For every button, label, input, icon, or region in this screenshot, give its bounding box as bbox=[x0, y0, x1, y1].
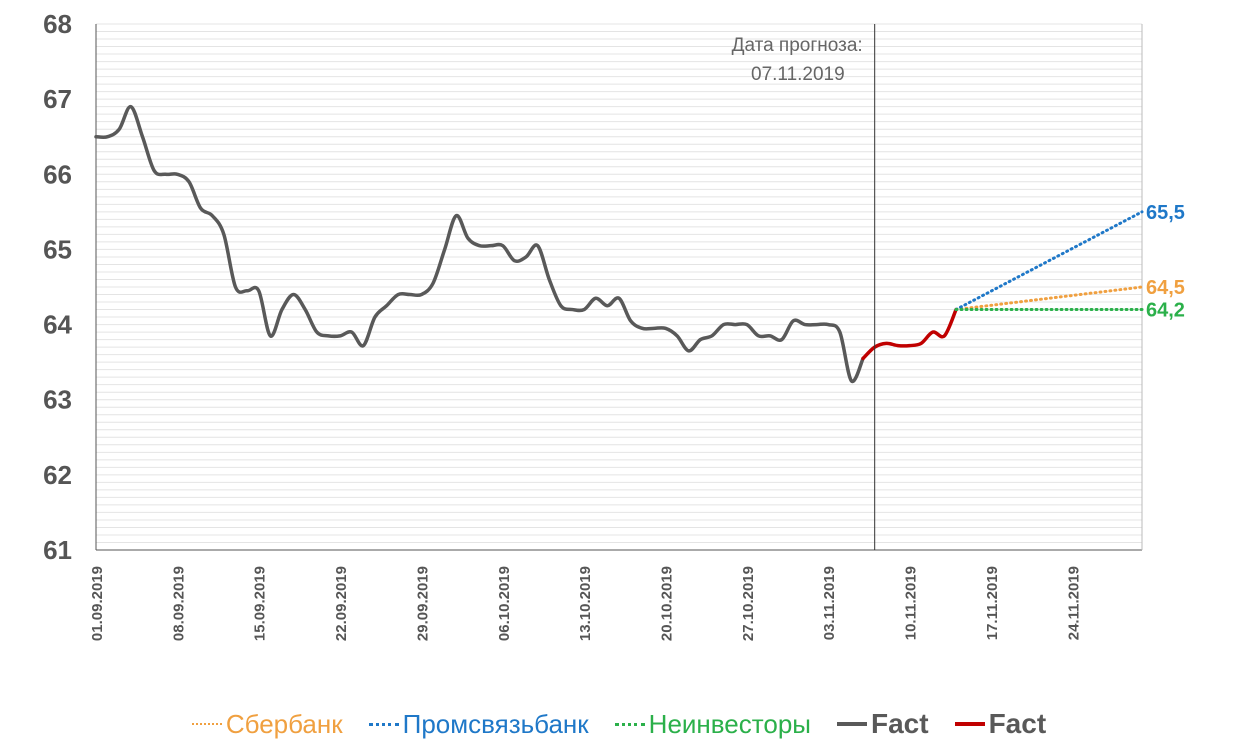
forecast-date-annotation: Дата прогноза: 07.11.2019 bbox=[732, 24, 876, 550]
legend-swatch bbox=[368, 722, 399, 726]
legend-swatch bbox=[837, 722, 867, 726]
y-tick-label: 65 bbox=[43, 234, 72, 264]
x-tick-label: 08.09.2019 bbox=[170, 566, 187, 641]
legend-label: Fact bbox=[988, 708, 1047, 739]
x-tick-label: 27.10.2019 bbox=[740, 566, 757, 641]
x-tick-label: 22.09.2019 bbox=[333, 566, 350, 641]
forecast-annotation-line-1: Дата прогноза: bbox=[732, 35, 863, 56]
y-tick-label: 64 bbox=[43, 310, 72, 340]
y-tick-label: 62 bbox=[43, 460, 72, 490]
legend-swatch bbox=[614, 722, 645, 726]
series-line-2 bbox=[861, 307, 958, 361]
series-line-4 bbox=[954, 210, 1144, 312]
x-tick-label: 24.11.2019 bbox=[1065, 566, 1082, 640]
x-tick-label: 15.09.2019 bbox=[252, 566, 269, 641]
legend-label: Fact bbox=[871, 708, 929, 739]
legend-item-sberbank: Сбербанк bbox=[191, 708, 343, 740]
legend-swatch bbox=[191, 723, 222, 725]
legend-item-fact-red: Fact bbox=[954, 708, 1047, 740]
series-line-3 bbox=[954, 285, 1144, 312]
y-tick-label: 68 bbox=[43, 9, 72, 39]
x-tick-labels: 01.09.2019 08.09.2019 15.09.2019 22.09.2019… bbox=[89, 566, 1082, 641]
series-lines bbox=[94, 104, 1144, 384]
forecast-end-labels: 64,5 65,5 64,2 bbox=[1146, 202, 1185, 322]
y-tick-label: 67 bbox=[43, 84, 72, 114]
y-tick-labels: 61 62 63 64 65 66 67 68 bbox=[43, 9, 72, 565]
end-label: 64,5 bbox=[1146, 277, 1185, 299]
legend-item-fact-grey: Fact bbox=[837, 708, 929, 740]
legend-label: Промсвязьбанк bbox=[402, 708, 589, 739]
x-tick-label: 13.10.2019 bbox=[577, 566, 594, 641]
y-tick-label: 66 bbox=[43, 159, 72, 189]
series-line-1 bbox=[94, 104, 865, 384]
legend-label: Неинвесторы bbox=[648, 708, 811, 739]
end-label: 65,5 bbox=[1146, 202, 1185, 224]
end-label: 64,2 bbox=[1146, 300, 1185, 322]
legend-swatch bbox=[954, 722, 985, 726]
x-tick-label: 03.11.2019 bbox=[821, 566, 838, 640]
legend-item-neinvestory: Неинвесторы bbox=[614, 708, 811, 740]
x-tick-label: 01.09.2019 bbox=[89, 566, 106, 641]
legend-label: Сбербанк bbox=[225, 708, 343, 739]
x-tick-label: 29.09.2019 bbox=[414, 566, 431, 641]
x-tick-label: 06.10.2019 bbox=[496, 566, 513, 641]
y-tick-label: 63 bbox=[43, 385, 72, 415]
legend: Сбербанк Промсвязьбанк Неинвесторы Fact … bbox=[0, 700, 1238, 748]
x-tick-label: 10.11.2019 bbox=[903, 566, 920, 640]
y-tick-label: 61 bbox=[43, 535, 72, 565]
legend-item-promsvyazbank: Промсвязьбанк bbox=[368, 708, 589, 740]
forecast-annotation-line-2: 07.11.2019 bbox=[751, 64, 845, 85]
x-tick-label: 17.11.2019 bbox=[984, 566, 1001, 640]
x-tick-label: 20.10.2019 bbox=[658, 566, 675, 641]
gridlines bbox=[96, 23, 1142, 551]
